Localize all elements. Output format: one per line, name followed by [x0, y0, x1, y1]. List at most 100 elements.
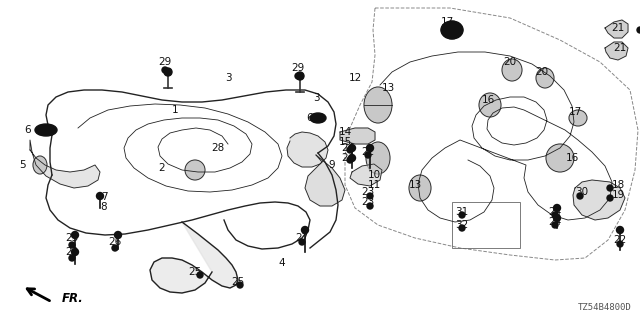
Circle shape: [299, 239, 305, 245]
Ellipse shape: [502, 59, 522, 81]
Text: 6: 6: [307, 113, 314, 123]
Text: 15: 15: [339, 137, 351, 147]
Circle shape: [367, 145, 374, 151]
Text: 23: 23: [362, 197, 374, 207]
Text: 3: 3: [313, 93, 319, 103]
Text: 24: 24: [548, 217, 562, 227]
Text: 26: 26: [108, 237, 122, 247]
Bar: [452, 202, 520, 248]
Text: 22: 22: [613, 235, 627, 245]
Text: 16: 16: [565, 153, 579, 163]
Circle shape: [554, 214, 561, 221]
Ellipse shape: [366, 142, 390, 174]
Text: 12: 12: [348, 73, 362, 83]
Text: 24: 24: [341, 143, 355, 153]
Text: 24: 24: [548, 207, 562, 217]
Text: 5: 5: [19, 160, 26, 170]
Ellipse shape: [310, 113, 326, 123]
Text: 13: 13: [381, 83, 395, 93]
Circle shape: [365, 152, 371, 158]
Circle shape: [617, 241, 623, 247]
Polygon shape: [150, 222, 238, 293]
Text: 25: 25: [188, 267, 202, 277]
Text: 2: 2: [159, 163, 165, 173]
Text: 18: 18: [611, 180, 625, 190]
Circle shape: [367, 203, 373, 209]
Text: 29: 29: [291, 63, 305, 73]
Polygon shape: [605, 20, 628, 38]
Text: 25: 25: [232, 277, 244, 287]
Text: 17: 17: [440, 17, 454, 27]
Text: 7: 7: [100, 192, 108, 202]
Circle shape: [459, 212, 465, 218]
Ellipse shape: [185, 160, 205, 180]
Ellipse shape: [364, 87, 392, 123]
Ellipse shape: [479, 93, 501, 117]
Circle shape: [367, 193, 373, 199]
Text: 22: 22: [362, 147, 374, 157]
Circle shape: [164, 68, 172, 76]
Text: 32: 32: [456, 220, 468, 230]
Circle shape: [301, 227, 308, 234]
Ellipse shape: [441, 21, 463, 39]
Text: 10: 10: [367, 170, 381, 180]
Circle shape: [607, 195, 613, 201]
Ellipse shape: [409, 175, 431, 201]
Circle shape: [616, 227, 623, 234]
Text: FR.: FR.: [62, 292, 84, 305]
Text: 30: 30: [575, 187, 589, 197]
Text: 1: 1: [172, 105, 179, 115]
Text: 4: 4: [278, 258, 285, 268]
Polygon shape: [30, 140, 100, 188]
Polygon shape: [350, 164, 382, 186]
Circle shape: [577, 193, 583, 199]
Text: 17: 17: [568, 107, 582, 117]
Circle shape: [237, 282, 243, 288]
Ellipse shape: [546, 144, 574, 172]
Text: 3: 3: [225, 73, 231, 83]
Text: 14: 14: [339, 127, 351, 137]
Circle shape: [554, 204, 561, 212]
Circle shape: [459, 225, 465, 231]
Ellipse shape: [35, 124, 57, 136]
Ellipse shape: [569, 110, 587, 126]
Text: 29: 29: [158, 57, 172, 67]
Circle shape: [349, 155, 355, 162]
Ellipse shape: [536, 68, 554, 88]
Text: 9: 9: [329, 160, 335, 170]
Circle shape: [296, 72, 304, 80]
Text: 8: 8: [100, 202, 108, 212]
Circle shape: [72, 249, 79, 255]
Text: 13: 13: [408, 180, 422, 190]
Text: 21: 21: [611, 23, 625, 33]
Circle shape: [637, 27, 640, 33]
Text: 16: 16: [481, 95, 495, 105]
Circle shape: [607, 185, 613, 191]
Text: 31: 31: [456, 207, 468, 217]
Circle shape: [69, 255, 75, 261]
Text: 23: 23: [65, 233, 79, 243]
Text: 20: 20: [536, 67, 548, 77]
Circle shape: [97, 193, 104, 199]
Circle shape: [295, 73, 301, 79]
Text: 23: 23: [65, 247, 79, 257]
Polygon shape: [287, 132, 328, 167]
Text: 28: 28: [211, 143, 225, 153]
Circle shape: [112, 245, 118, 251]
Circle shape: [115, 231, 122, 238]
Circle shape: [552, 222, 558, 228]
Polygon shape: [305, 155, 345, 206]
Polygon shape: [340, 128, 375, 144]
Circle shape: [349, 145, 355, 151]
Circle shape: [347, 157, 353, 163]
Text: 23: 23: [362, 187, 374, 197]
Polygon shape: [605, 42, 628, 60]
Circle shape: [552, 212, 558, 218]
Text: 19: 19: [611, 190, 625, 200]
Text: 27: 27: [296, 233, 308, 243]
Circle shape: [162, 67, 168, 73]
Ellipse shape: [33, 156, 47, 174]
Circle shape: [347, 147, 353, 153]
Circle shape: [69, 242, 75, 248]
Text: TZ54B4800D: TZ54B4800D: [579, 303, 632, 312]
